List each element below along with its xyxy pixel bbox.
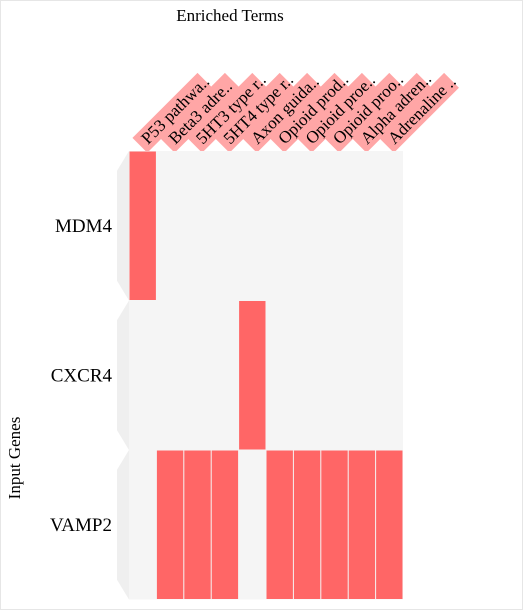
column-label-highlight [159, 72, 240, 153]
heatmap-cell [156, 301, 184, 450]
column-label-highlight [296, 72, 377, 153]
heatmap-cell [239, 151, 266, 300]
column-label-highlight [379, 72, 459, 153]
heatmap-cell [293, 151, 321, 300]
heatmap-cell [376, 450, 403, 599]
heatmap-cells [129, 151, 403, 600]
row-label-wedge [117, 450, 129, 600]
heatmap-cell [184, 301, 211, 450]
row-label-wedges [117, 151, 129, 600]
heatmap-cell [211, 151, 239, 300]
heatmap-cell [293, 450, 321, 599]
column-label-highlight [214, 72, 295, 153]
heatmap-cell [239, 301, 266, 450]
heatmap-cell [376, 301, 403, 450]
column-label-highlight [187, 72, 268, 153]
column-label-highlight [269, 72, 350, 153]
row-label-wedge [117, 151, 129, 301]
heatmap-cell [156, 151, 184, 300]
row-label-wedge [117, 300, 129, 450]
column-label-highlight [132, 72, 213, 153]
column-label-highlight [351, 72, 432, 153]
column-label-highlight [324, 72, 405, 153]
y-axis-label: Input Genes [5, 417, 24, 500]
heatmap-cell [266, 450, 293, 599]
row-label: MDM4 [55, 216, 113, 237]
heatmap-cell [321, 301, 348, 450]
chart-title: Enriched Terms [176, 6, 284, 25]
heatmap-cell [129, 301, 156, 450]
heatmap-cell [266, 151, 293, 300]
heatmap-cell [348, 301, 376, 450]
heatmap-cell [321, 151, 348, 300]
heatmap-cell [239, 450, 266, 599]
heatmap-cell [211, 450, 239, 599]
column-label-highlight [242, 72, 322, 153]
heatmap-cell [321, 450, 348, 599]
heatmap-cell [129, 450, 156, 599]
heatmap-cell [348, 151, 376, 300]
row-labels: MDM4 CXCR4 VAMP2 [50, 216, 112, 536]
heatmap-cell [348, 450, 376, 599]
heatmap-cell [184, 151, 211, 300]
row-label: CXCR4 [51, 365, 113, 386]
heatmap-cell [211, 301, 239, 450]
heatmap-cell [156, 450, 184, 599]
heatmap-cell [129, 151, 156, 300]
column-labels: P53 pathwa..Beta3 adre..5HT3 type r..5HT… [132, 69, 460, 153]
row-label: VAMP2 [50, 515, 112, 536]
heatmap-cell [184, 450, 211, 599]
heatmap-cell [376, 151, 403, 300]
heatmap-cell [266, 301, 293, 450]
heatmap-cell [293, 301, 321, 450]
